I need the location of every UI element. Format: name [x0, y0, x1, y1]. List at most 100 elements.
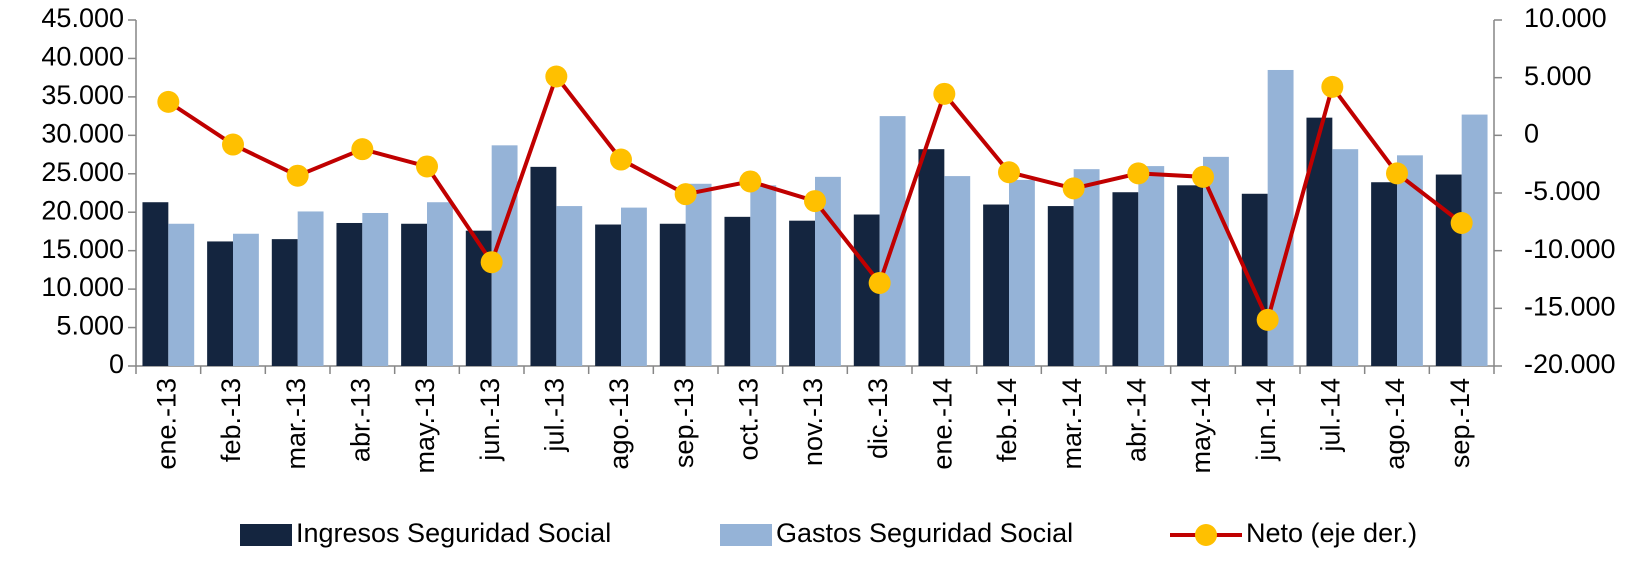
bar — [207, 241, 233, 366]
legend-marker — [1195, 524, 1217, 546]
y-tick-label: 40.000 — [41, 42, 124, 72]
y2-tick-label: -10.000 — [1524, 234, 1616, 264]
marker — [286, 164, 309, 187]
x-tick-label: may.-14 — [1186, 378, 1216, 474]
x-tick-label: feb.-13 — [216, 378, 246, 462]
x-tick-label: sep.-14 — [1445, 378, 1475, 468]
marker — [933, 82, 956, 105]
marker — [1386, 162, 1408, 185]
bar — [1047, 206, 1074, 366]
y-tick-label: 20.000 — [41, 195, 124, 225]
bar — [168, 223, 195, 366]
bar — [685, 183, 712, 366]
bar — [1397, 155, 1423, 366]
bar — [1306, 117, 1333, 366]
x-tick-label: oct.-13 — [733, 378, 763, 461]
x-tick-label: nov.-13 — [798, 378, 828, 466]
y-tick-label: 10.000 — [41, 272, 124, 302]
x-tick-label: may.-13 — [410, 378, 440, 474]
bar — [750, 185, 777, 366]
y2-tick-label: 5.000 — [1524, 61, 1592, 91]
y2-tick-label: 10.000 — [1524, 3, 1607, 33]
y-tick-label: 30.000 — [41, 118, 124, 148]
marker — [351, 138, 374, 161]
y-tick-label: 5.000 — [56, 311, 124, 341]
marker — [610, 148, 632, 171]
bar — [271, 239, 298, 366]
bar — [401, 223, 427, 366]
y-tick-label: 0 — [109, 349, 124, 379]
x-tick-label: feb.-14 — [992, 378, 1022, 462]
bar — [142, 202, 169, 366]
x-tick-label: jul.-14 — [1315, 378, 1345, 453]
x-tick-label: jun.-13 — [475, 378, 505, 462]
bar — [297, 211, 324, 366]
marker — [545, 65, 568, 88]
bar — [1461, 114, 1488, 366]
bar — [595, 224, 621, 366]
x-tick-label: ago.-14 — [1380, 378, 1410, 470]
bar — [724, 216, 751, 366]
legend-label: Neto (eje der.) — [1246, 518, 1417, 548]
bar — [789, 220, 815, 366]
bar — [1371, 182, 1397, 366]
x-tick-label: mar.-13 — [281, 378, 311, 470]
bar — [1203, 156, 1229, 366]
x-tick-label: jun.-14 — [1251, 378, 1281, 462]
marker — [674, 183, 697, 206]
bar — [1138, 166, 1165, 366]
bar — [1112, 192, 1139, 366]
legend-swatch — [720, 524, 772, 546]
x-tick-label: dic.-13 — [863, 378, 893, 459]
marker — [1321, 75, 1344, 98]
marker — [1256, 308, 1279, 331]
bar — [1073, 169, 1100, 366]
bar — [1332, 149, 1359, 366]
legend-label: Gastos Seguridad Social — [776, 518, 1073, 548]
y2-tick-label: -15.000 — [1524, 291, 1616, 321]
legend-label: Ingresos Seguridad Social — [296, 518, 611, 548]
x-tick-label: sep.-13 — [669, 378, 699, 468]
y2-tick-label: 0 — [1524, 118, 1539, 148]
x-tick-label: ene.-13 — [151, 378, 181, 470]
y2-tick-label: -5.000 — [1524, 176, 1601, 206]
bar — [983, 204, 1009, 366]
bar — [427, 202, 453, 366]
bar — [530, 166, 557, 366]
bar — [362, 212, 389, 366]
bar — [465, 230, 492, 366]
marker — [1192, 165, 1214, 188]
bar — [556, 206, 583, 366]
x-tick-label: ene.-14 — [927, 378, 957, 470]
bar — [944, 176, 971, 366]
bar — [1435, 174, 1462, 366]
bar — [233, 233, 259, 366]
x-tick-label: abr.-13 — [345, 378, 375, 462]
y-tick-label: 15.000 — [41, 234, 124, 264]
bar — [336, 222, 363, 366]
x-tick-label: abr.-14 — [1121, 378, 1151, 462]
bar — [1009, 179, 1035, 366]
y-tick-label: 45.000 — [41, 3, 124, 33]
marker — [157, 90, 180, 113]
bar — [918, 149, 945, 366]
marker — [1062, 177, 1085, 200]
marker — [739, 170, 762, 193]
bar — [659, 223, 686, 366]
legend-swatch — [240, 524, 292, 546]
marker — [804, 190, 826, 213]
y-tick-label: 35.000 — [41, 80, 124, 110]
y-tick-label: 25.000 — [41, 157, 124, 187]
marker — [222, 133, 244, 156]
x-tick-label: jul.-13 — [539, 378, 569, 453]
marker — [1127, 162, 1150, 185]
marker — [1450, 211, 1473, 234]
x-tick-label: mar.-14 — [1057, 378, 1087, 470]
y2-tick-label: -20.000 — [1524, 349, 1616, 379]
bar — [1177, 185, 1203, 366]
marker — [868, 271, 891, 294]
marker — [998, 161, 1020, 184]
marker — [416, 155, 438, 178]
marker — [480, 251, 503, 274]
